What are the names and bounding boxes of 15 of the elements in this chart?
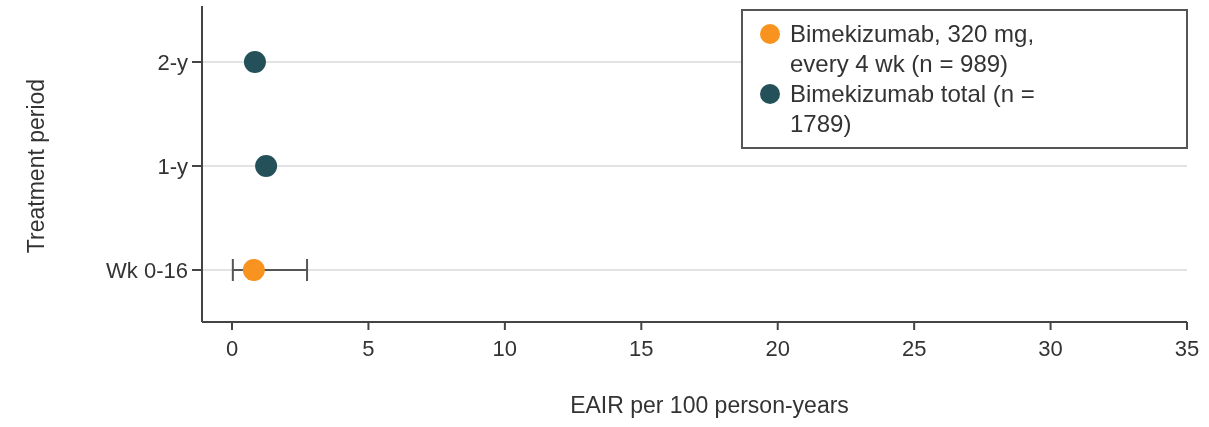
x-tick-label: 25 — [901, 336, 927, 361]
x-axis-title: EAIR per 100 person-years — [570, 392, 849, 418]
legend-label: Bimekizumab total (n = 1789) — [790, 80, 1035, 137]
x-tick-label: 30 — [1038, 336, 1063, 361]
x-tick-label: 35 — [1174, 336, 1200, 361]
x-tick-label: 0 — [225, 336, 239, 361]
x-tick-label: 15 — [629, 336, 654, 361]
legend-label: Bimekizumab, 320 mg, every 4 wk (n = 989) — [790, 20, 1035, 77]
x-tick-label: 10 — [492, 336, 518, 361]
y-tick-label: Wk 0-16 — [106, 258, 188, 283]
x-tick-label: 5 — [362, 336, 375, 361]
y-tick-label: 1-y — [157, 154, 188, 179]
x-tick-label: 20 — [765, 336, 790, 361]
y-axis-title: Treatment period — [23, 78, 49, 254]
y-tick-label: 2-y — [157, 50, 188, 75]
